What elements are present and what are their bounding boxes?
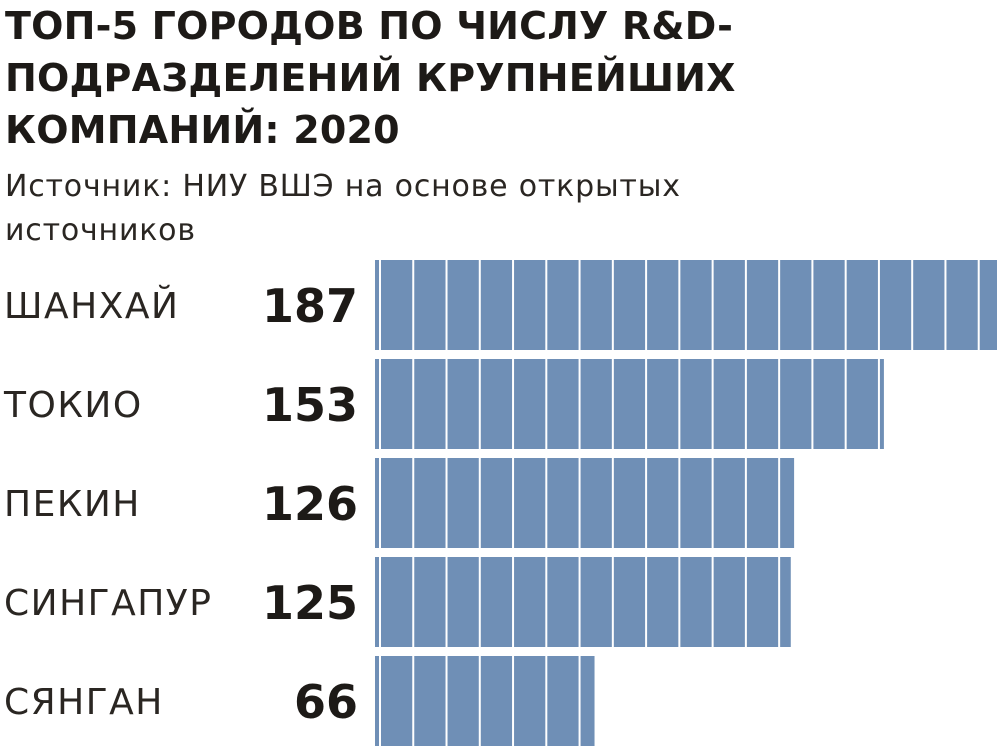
category-label: ШАНХАЙ bbox=[4, 285, 179, 327]
bar bbox=[375, 458, 795, 548]
bar-segment-dividers bbox=[379, 656, 581, 746]
bar bbox=[375, 557, 791, 647]
bar-segment-dividers bbox=[379, 260, 980, 350]
chart-title: ТОП-5 ГОРОДОВ ПО ЧИСЛУ R&D-ПОДРАЗДЕЛЕНИЙ… bbox=[5, 4, 736, 152]
bar-segment-dividers bbox=[379, 458, 781, 548]
value-label: 126 bbox=[262, 477, 358, 531]
bar-row-2: ТОКИО 153 bbox=[3, 359, 884, 449]
category-label: ПЕКИН bbox=[4, 484, 141, 525]
value-label: 125 bbox=[262, 576, 358, 630]
bar-segment-dividers bbox=[379, 359, 880, 449]
bar-row-1: ШАНХАЙ 187 bbox=[4, 260, 997, 350]
category-label: СИНГАПУР bbox=[4, 583, 212, 624]
value-label: 153 bbox=[262, 378, 358, 432]
bar bbox=[375, 656, 595, 746]
chart-subtitle: Источник: НИУ ВШЭ на основе открытых ист… bbox=[5, 169, 681, 248]
bar-segment-dividers bbox=[379, 557, 781, 647]
bar-row-5: СЯНГАН 66 bbox=[4, 656, 595, 746]
value-label: 66 bbox=[294, 675, 358, 729]
bar-row-4: СИНГАПУР 125 bbox=[4, 557, 791, 647]
bar bbox=[375, 260, 997, 350]
bar bbox=[375, 359, 884, 449]
category-label: ТОКИО bbox=[3, 385, 143, 426]
category-label: СЯНГАН bbox=[4, 682, 164, 723]
bar-row-3: ПЕКИН 126 bbox=[4, 458, 795, 548]
value-label: 187 bbox=[262, 279, 358, 333]
